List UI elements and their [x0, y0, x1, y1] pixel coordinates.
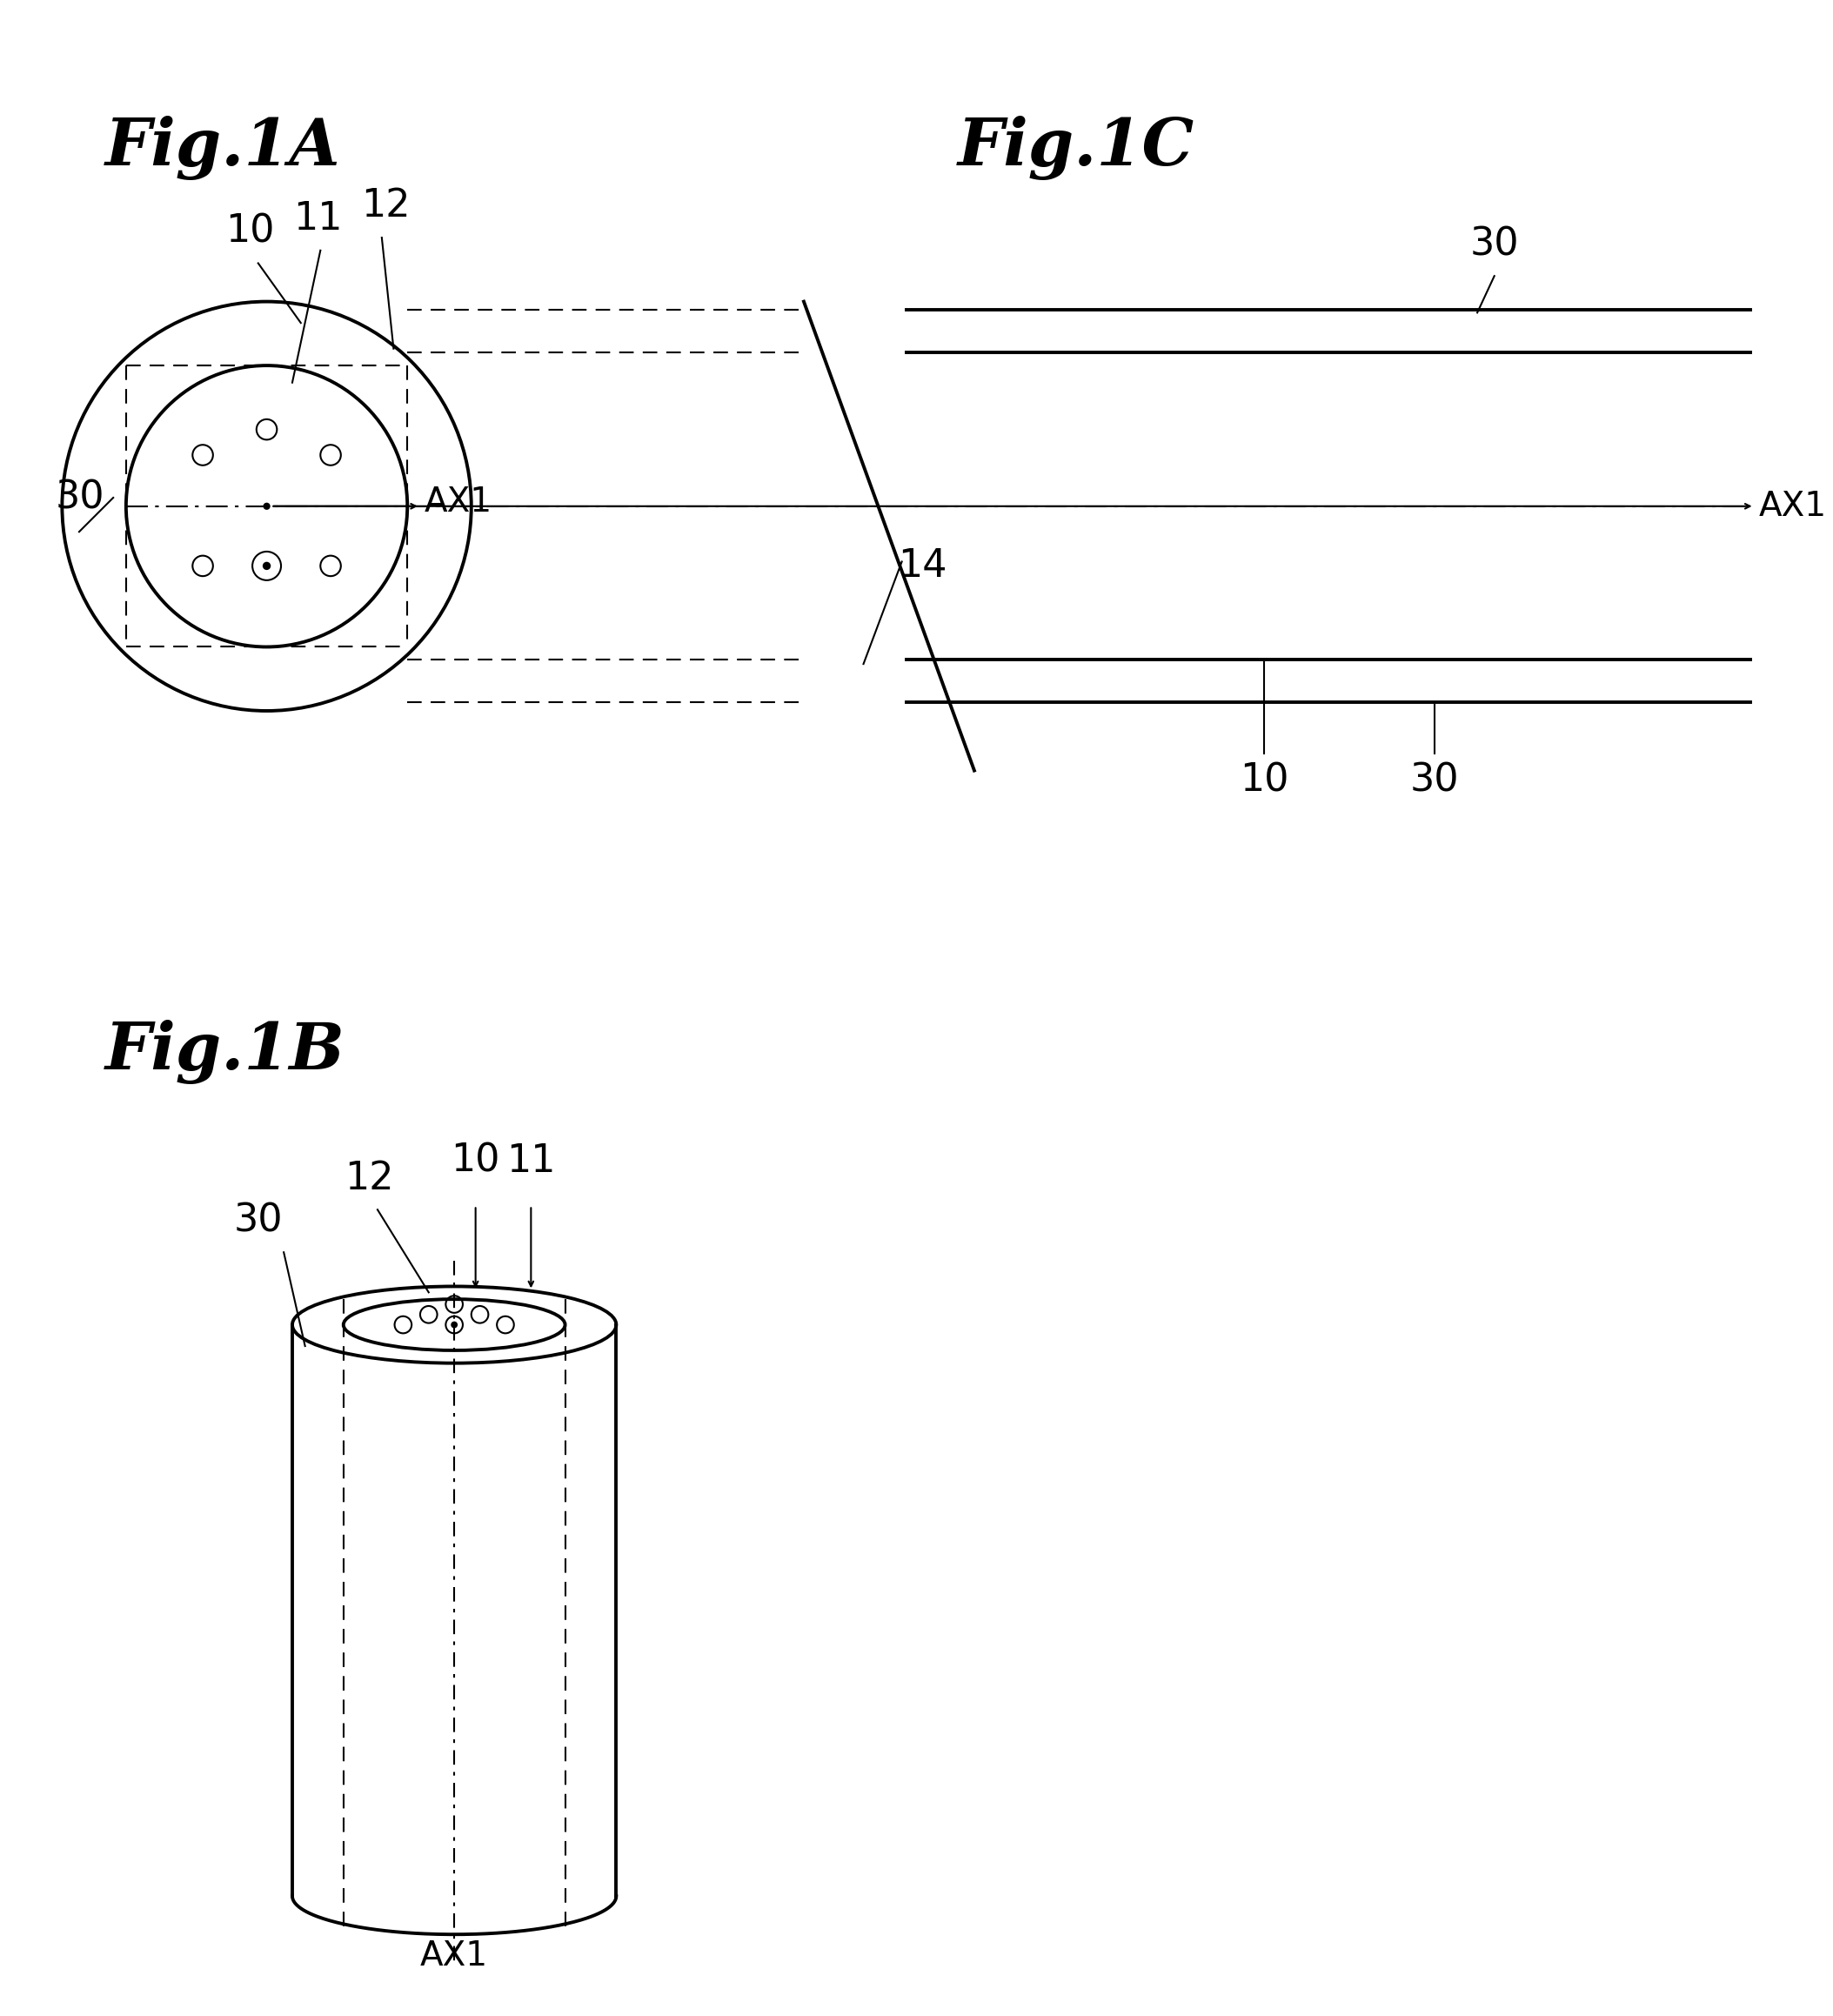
Text: 14: 14: [898, 546, 946, 585]
Text: 30: 30: [233, 1202, 282, 1240]
Circle shape: [264, 502, 269, 510]
Text: Fig.1A: Fig.1A: [104, 115, 341, 179]
Text: Fig.1B: Fig.1B: [104, 1020, 345, 1085]
Text: Fig.1C: Fig.1C: [957, 115, 1193, 179]
Text: AX1: AX1: [420, 1939, 488, 1974]
Text: 30: 30: [1410, 762, 1459, 800]
Text: 10: 10: [225, 214, 275, 250]
Text: 30: 30: [1470, 226, 1520, 264]
Text: AX1: AX1: [1758, 490, 1826, 522]
Circle shape: [451, 1320, 458, 1329]
Text: AX1: AX1: [425, 486, 493, 518]
Text: 11: 11: [506, 1143, 555, 1179]
Circle shape: [262, 562, 271, 571]
Text: 11: 11: [293, 200, 343, 238]
Text: 12: 12: [345, 1159, 394, 1198]
Text: 12: 12: [361, 187, 411, 226]
Text: 10: 10: [1239, 762, 1289, 800]
Text: 30: 30: [55, 480, 104, 516]
Text: 10: 10: [451, 1143, 500, 1179]
